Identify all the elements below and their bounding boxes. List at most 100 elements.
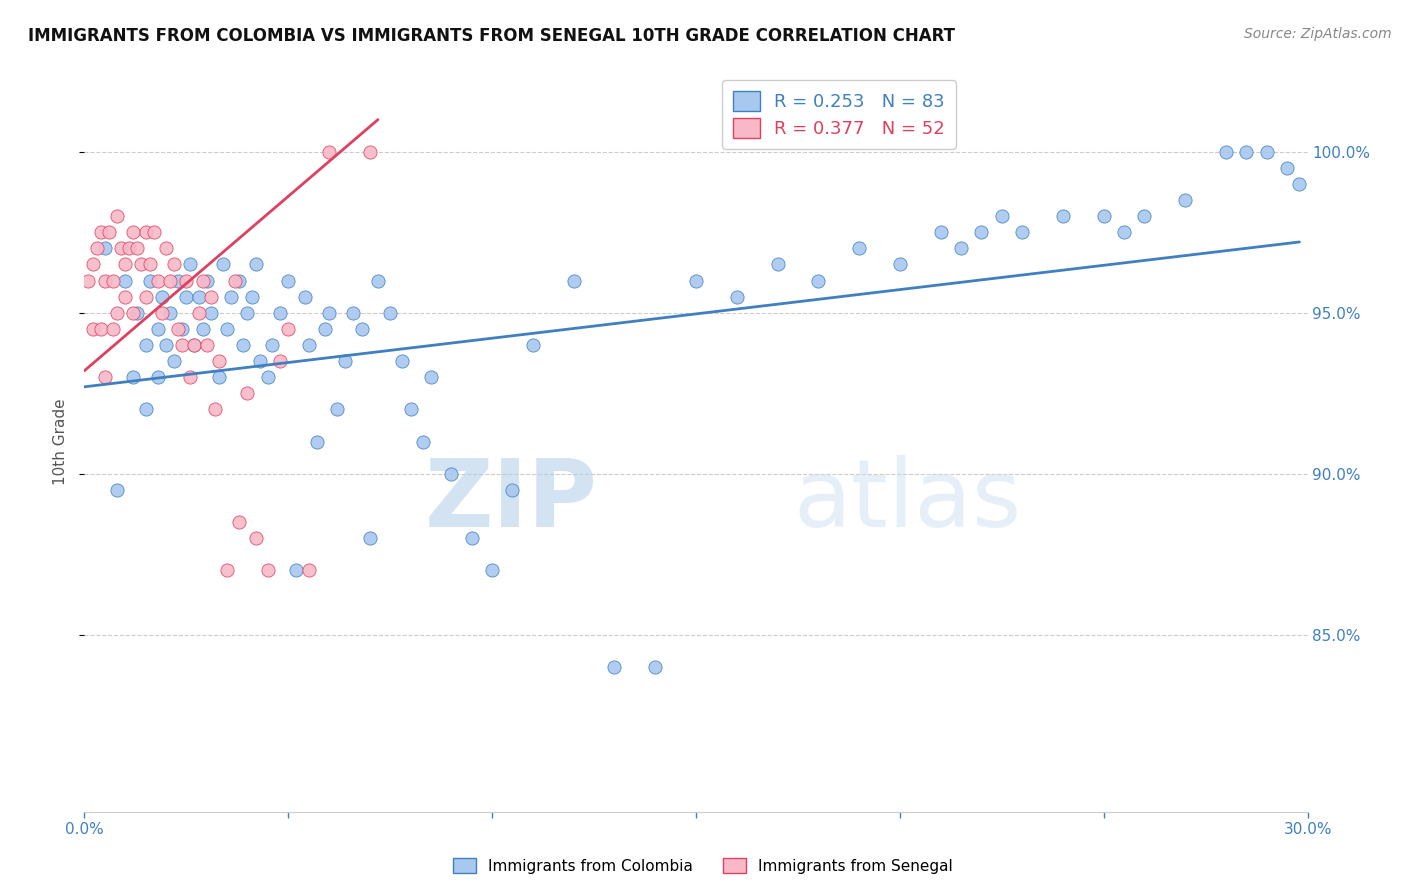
Point	[159, 306, 181, 320]
Point	[176, 290, 198, 304]
Point	[305, 434, 328, 449]
Point	[367, 274, 389, 288]
Point	[159, 274, 181, 288]
Point	[212, 258, 235, 272]
Point	[294, 290, 316, 304]
Point	[200, 306, 222, 320]
Point	[522, 338, 544, 352]
Y-axis label: 10th Grade: 10th Grade	[53, 398, 69, 485]
Point	[131, 258, 153, 272]
Point	[1256, 145, 1278, 159]
Point	[318, 306, 340, 320]
Point	[77, 274, 100, 288]
Point	[412, 434, 434, 449]
Point	[420, 370, 443, 384]
Point	[970, 225, 993, 239]
Point	[187, 290, 209, 304]
Point	[142, 225, 165, 239]
Point	[135, 402, 157, 417]
Point	[105, 306, 128, 320]
Point	[269, 306, 291, 320]
Point	[1133, 209, 1156, 223]
Point	[269, 354, 291, 368]
Point	[146, 274, 169, 288]
Point	[127, 306, 149, 320]
Point	[146, 322, 169, 336]
Point	[298, 338, 321, 352]
Point	[350, 322, 373, 336]
Point	[93, 274, 117, 288]
Point	[359, 531, 381, 545]
Point	[163, 258, 186, 272]
Text: IMMIGRANTS FROM COLOMBIA VS IMMIGRANTS FROM SENEGAL 10TH GRADE CORRELATION CHART: IMMIGRANTS FROM COLOMBIA VS IMMIGRANTS F…	[28, 27, 955, 45]
Point	[86, 241, 108, 255]
Point	[172, 322, 194, 336]
Point	[155, 338, 177, 352]
Point	[1288, 177, 1310, 191]
Point	[991, 209, 1014, 223]
Point	[766, 258, 789, 272]
Point	[118, 241, 141, 255]
Point	[228, 515, 250, 529]
Point	[245, 258, 267, 272]
Point	[208, 354, 231, 368]
Point	[603, 660, 626, 674]
Point	[1092, 209, 1115, 223]
Point	[122, 225, 145, 239]
Point	[135, 338, 157, 352]
Point	[204, 402, 226, 417]
Point	[399, 402, 422, 417]
Point	[245, 531, 267, 545]
Point	[807, 274, 830, 288]
Point	[1174, 193, 1197, 207]
Point	[93, 370, 117, 384]
Point	[1011, 225, 1033, 239]
Text: Source: ZipAtlas.com: Source: ZipAtlas.com	[1244, 27, 1392, 41]
Point	[82, 258, 104, 272]
Point	[167, 274, 190, 288]
Point	[195, 338, 218, 352]
Point	[277, 274, 299, 288]
Point	[127, 241, 149, 255]
Point	[146, 370, 169, 384]
Point	[163, 354, 186, 368]
Point	[950, 241, 973, 255]
Point	[93, 241, 117, 255]
Text: atlas: atlas	[794, 455, 1022, 547]
Point	[257, 370, 280, 384]
Point	[848, 241, 870, 255]
Point	[314, 322, 336, 336]
Point	[217, 322, 239, 336]
Point	[644, 660, 666, 674]
Point	[183, 338, 205, 352]
Point	[236, 386, 259, 401]
Point	[335, 354, 357, 368]
Point	[155, 241, 177, 255]
Point	[725, 290, 748, 304]
Point	[105, 483, 128, 497]
Point	[208, 370, 231, 384]
Point	[298, 563, 321, 577]
Point	[929, 225, 952, 239]
Point	[122, 370, 145, 384]
Point	[440, 467, 463, 481]
Point	[97, 225, 120, 239]
Point	[179, 258, 201, 272]
Point	[260, 338, 283, 352]
Point	[114, 258, 136, 272]
Point	[1052, 209, 1074, 223]
Point	[285, 563, 308, 577]
Point	[1215, 145, 1237, 159]
Point	[114, 274, 136, 288]
Point	[249, 354, 271, 368]
Point	[219, 290, 242, 304]
Point	[318, 145, 340, 159]
Point	[502, 483, 524, 497]
Point	[150, 290, 173, 304]
Point	[90, 225, 112, 239]
Point	[101, 274, 124, 288]
Point	[685, 274, 707, 288]
Point	[179, 370, 201, 384]
Point	[562, 274, 585, 288]
Point	[122, 306, 145, 320]
